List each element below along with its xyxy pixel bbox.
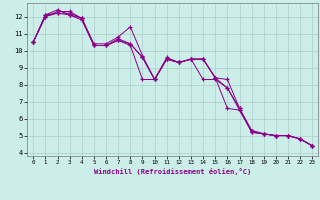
X-axis label: Windchill (Refroidissement éolien,°C): Windchill (Refroidissement éolien,°C)	[94, 168, 252, 175]
